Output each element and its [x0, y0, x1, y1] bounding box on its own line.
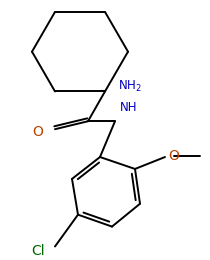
Text: O: O	[33, 125, 43, 139]
Text: NH$_2$: NH$_2$	[118, 79, 142, 94]
Text: NH: NH	[120, 101, 138, 114]
Text: O: O	[168, 149, 179, 163]
Text: Cl: Cl	[31, 244, 45, 258]
